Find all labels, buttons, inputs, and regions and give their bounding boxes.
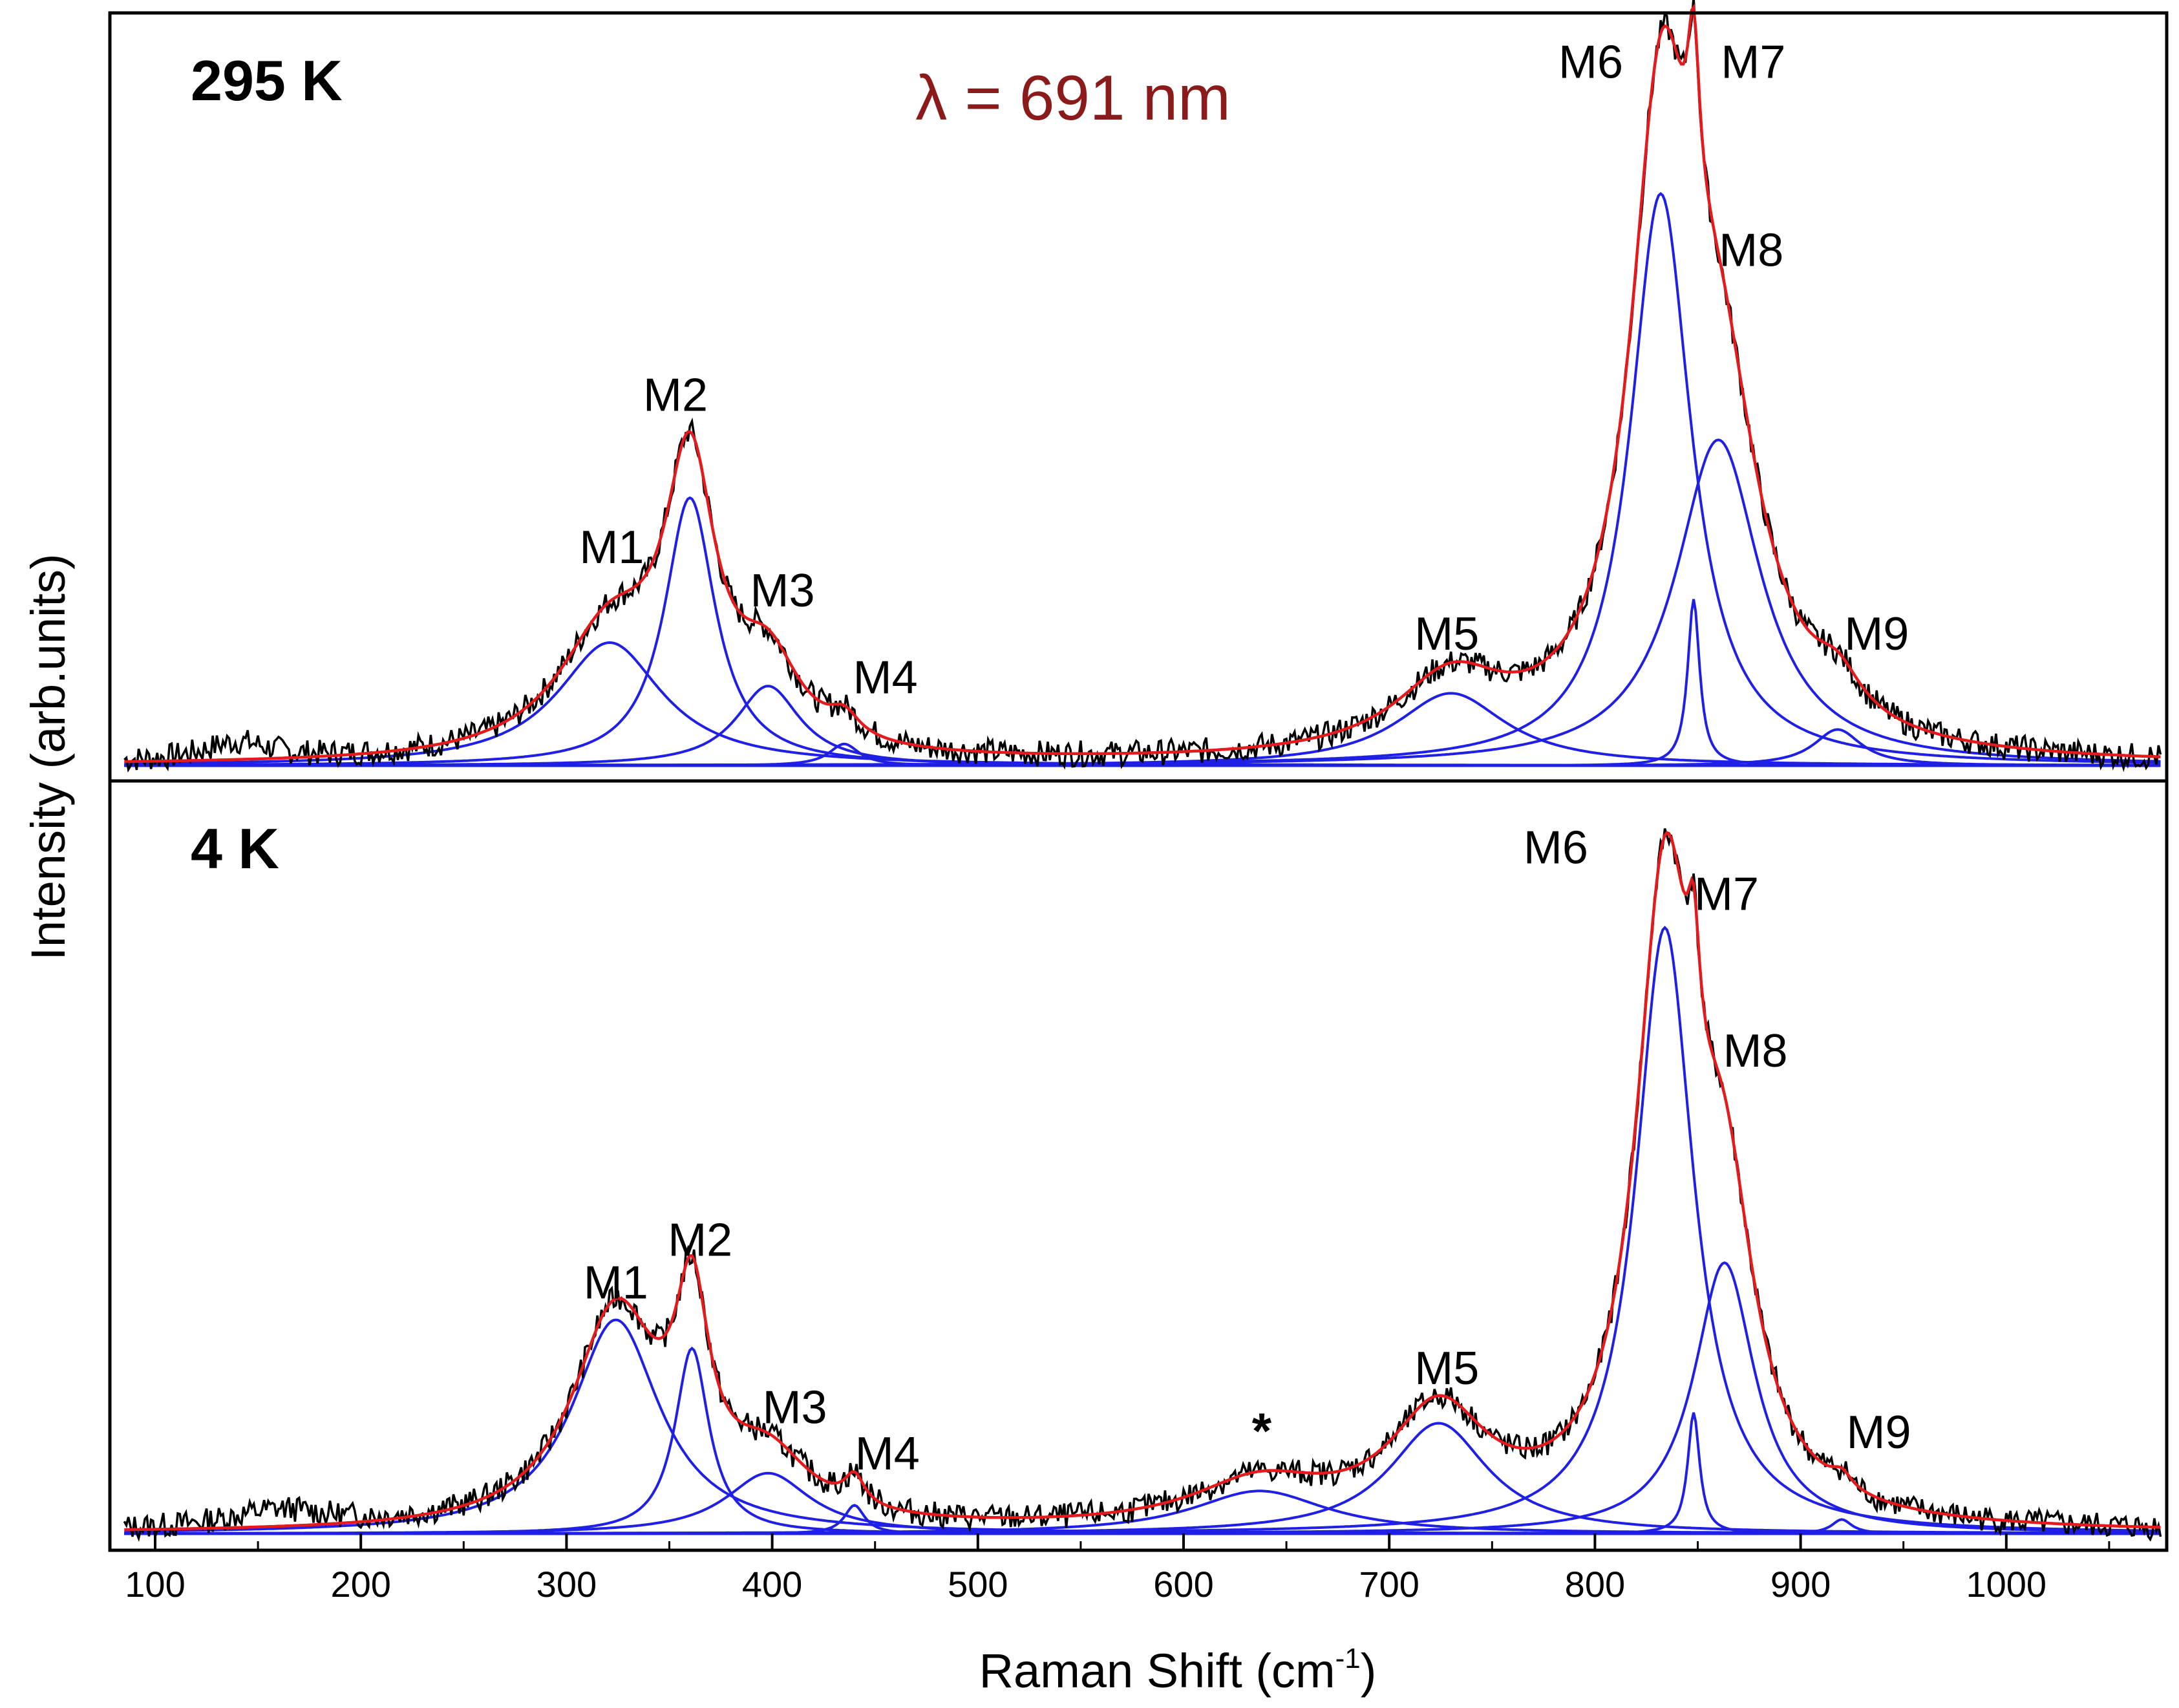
peak-label-M6: M6 [1558,36,1623,88]
component-M9-curve [124,1518,2161,1535]
temperature-label: 4 K [191,817,279,881]
temperature-label: 295 K [191,48,343,112]
panel-0: 295 K M1 M2 M3 M4 M5 M6 M7 M8 M9 [108,0,2169,783]
component-M8-curve [124,438,2161,767]
panel-frame [108,779,2169,1552]
x-tick-label-500: 500 [948,1564,1008,1605]
x-tick-label-900: 900 [1770,1564,1831,1605]
peak-label-M3: M3 [763,1382,827,1434]
peak-label-M6: M6 [1524,822,1588,874]
x-tick-label-1000: 1000 [1966,1564,2047,1605]
component-M9-curve [124,728,2161,767]
peak-label-M9: M9 [1847,1407,1911,1458]
panel-1: 4 K M1 M2 M3 M4 * M5 M6 M7 M8 M9 [108,779,2169,1552]
x-tick-label-200: 200 [330,1564,390,1605]
peak-label-M2: M2 [668,1214,732,1266]
y-axis-title: Intensity (arb.units) [21,553,75,960]
component-M8-curve [124,1261,2161,1535]
x-tick-label-800: 800 [1565,1564,1625,1605]
peak-label-M5: M5 [1414,608,1479,660]
x-tick-label-400: 400 [742,1564,802,1605]
x-tick-label-600: 600 [1153,1564,1213,1605]
component-M6-curve [124,191,2161,767]
peak-label-M4: M4 [855,1428,920,1480]
peak-label-M8: M8 [1719,225,1783,277]
peak-label-M1: M1 [579,522,644,573]
peak-label-M7: M7 [1721,36,1785,88]
fit-curve [124,3,2161,763]
artifact-star-label: * [1252,1402,1272,1459]
x-axis-title: Raman Shift (cm-1) [979,1643,1377,1698]
peak-label-M4: M4 [853,652,918,703]
peak-label-M7: M7 [1694,868,1759,920]
peak-label-M2: M2 [643,370,708,422]
peak-label-M8: M8 [1723,1025,1788,1077]
fit-curve [124,831,2161,1532]
x-tick-label-700: 700 [1359,1564,1419,1605]
peak-label-M5: M5 [1414,1343,1479,1394]
wavelength-label: λ = 691 nm [915,62,1231,133]
plot-area: 295 K M1 M2 M3 M4 M5 M6 M7 M8 M9 4 K M1 M2 M3 M4 * M5 M6 M… [108,0,2169,1605]
peak-label-M9: M9 [1844,608,1909,660]
x-tick-label-300: 300 [537,1564,597,1605]
measured-spectrum [123,828,2162,1543]
x-tick-label-100: 100 [125,1564,185,1605]
peak-label-M3: M3 [750,565,814,617]
peak-label-M1: M1 [584,1257,648,1308]
